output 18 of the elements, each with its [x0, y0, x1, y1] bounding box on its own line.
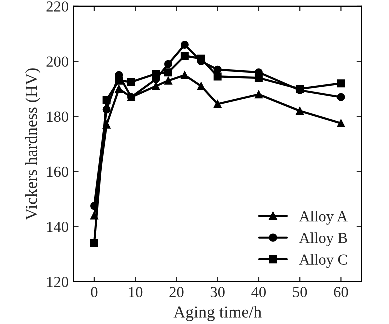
y-tick-label: 200 — [46, 56, 68, 68]
x-axis-title: Aging time/h — [174, 306, 262, 322]
x-tick-label: 50 — [293, 287, 308, 298]
y-axis-title: Vickers hardness (HV) — [25, 68, 41, 220]
x-tick-label: 0 — [91, 287, 98, 298]
legend-label: Alloy A — [299, 210, 348, 225]
x-tick-label: 20 — [170, 287, 184, 298]
y-tick-label: 180 — [47, 112, 68, 122]
x-tick-label: 30 — [210, 287, 225, 298]
legend-label: Alloy C — [299, 254, 348, 268]
y-tick-label: 220 — [46, 2, 68, 12]
x-tick-label: 10 — [129, 287, 143, 298]
y-tick-label: 140 — [47, 222, 68, 232]
y-tick-label: 160 — [47, 166, 68, 178]
legend-label: Alloy B — [299, 232, 348, 246]
x-tick-label: 40 — [252, 287, 266, 298]
y-tick-label: 120 — [47, 277, 68, 288]
x-tick-label: 60 — [334, 287, 348, 298]
